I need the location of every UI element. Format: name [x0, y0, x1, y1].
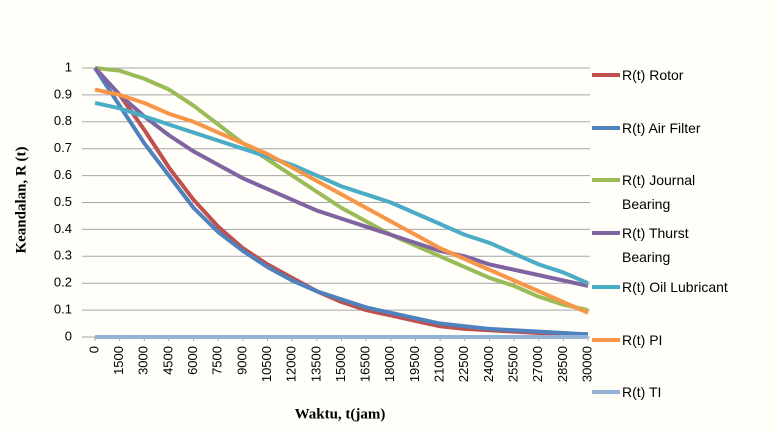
y-axis-title: Keandalan, R (t): [13, 146, 29, 253]
legend-label: R(t) Journal Bearing: [622, 168, 737, 216]
y-tick-label: 0.7: [54, 140, 72, 155]
x-tick-label: 15000: [333, 346, 348, 382]
chart: 0 0.1 0.2 0.3 0.4 0.5 0.6 0.7 0.8 0.9 1 0 1500 3000 45…: [0, 0, 777, 433]
x-tick-label: 22500: [456, 346, 471, 382]
legend-label: R(t) PI: [622, 328, 772, 352]
x-tick-label: 7500: [210, 346, 225, 375]
y-tick-label: 1: [65, 59, 72, 74]
x-tick-label: 21000: [432, 346, 447, 382]
y-tick-label: 0.5: [54, 194, 72, 209]
legend-label: R(t) Air Filter: [622, 116, 772, 140]
x-tick-label: 24000: [481, 346, 496, 382]
x-tick-label: 10500: [259, 346, 274, 382]
x-tick-label: 9000: [234, 346, 249, 375]
x-tick-label: 18000: [382, 346, 397, 382]
x-tick-label: 12000: [284, 346, 299, 382]
x-tick-label: 30000: [579, 346, 594, 382]
x-tick-label: 1500: [111, 346, 126, 375]
x-tick-label: 3000: [136, 346, 151, 375]
legend-label: R(t) TI: [622, 380, 772, 404]
x-tick-label: 4500: [160, 346, 175, 375]
series-line: [95, 68, 588, 310]
y-tick-label: 0.4: [54, 221, 72, 236]
series-line: [95, 68, 588, 334]
y-tick-label: 0: [65, 328, 72, 343]
y-tick-label: 0.9: [54, 86, 72, 101]
legend-label: R(t) Thurst Bearing: [622, 221, 737, 269]
legend-label: R(t) Rotor: [622, 63, 772, 87]
legend-label: R(t) Oil Lubricant: [622, 275, 737, 299]
y-tick-label: 0.6: [54, 167, 72, 182]
x-tick-label: 6000: [185, 346, 200, 375]
y-tick-label: 0.8: [54, 113, 72, 128]
y-tick-label: 0.3: [54, 248, 72, 263]
y-tick-label: 0.2: [54, 275, 72, 290]
x-tick-label: 19500: [407, 346, 422, 382]
x-tick-label: 0: [86, 346, 101, 353]
x-tick-label: 28500: [555, 346, 570, 382]
x-tick-label: 16500: [358, 346, 373, 382]
x-tick-label: 25500: [505, 346, 520, 382]
x-tick-label: 27000: [530, 346, 545, 382]
series-line: [95, 68, 588, 334]
x-tick-label: 13500: [308, 346, 323, 382]
x-axis-title: Waktu, t(jam): [295, 406, 386, 422]
y-tick-label: 0.1: [54, 302, 72, 317]
